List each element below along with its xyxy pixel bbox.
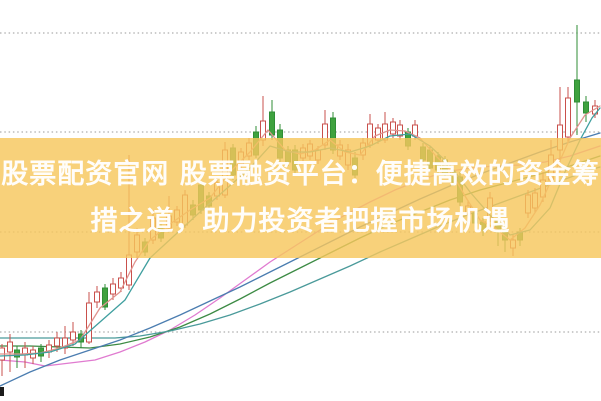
headline-line-2: 措之道，助力投资者把握市场机遇: [90, 206, 511, 237]
headline-banner: 股票配资官网 股票融资平台：便捷高效的资金筹 措之道，助力投资者把握市场机遇: [0, 138, 601, 258]
headline-line-1: 股票配资官网 股票融资平台：便捷高效的资金筹: [1, 159, 600, 190]
cropped-corner-mark: [0, 387, 4, 396]
